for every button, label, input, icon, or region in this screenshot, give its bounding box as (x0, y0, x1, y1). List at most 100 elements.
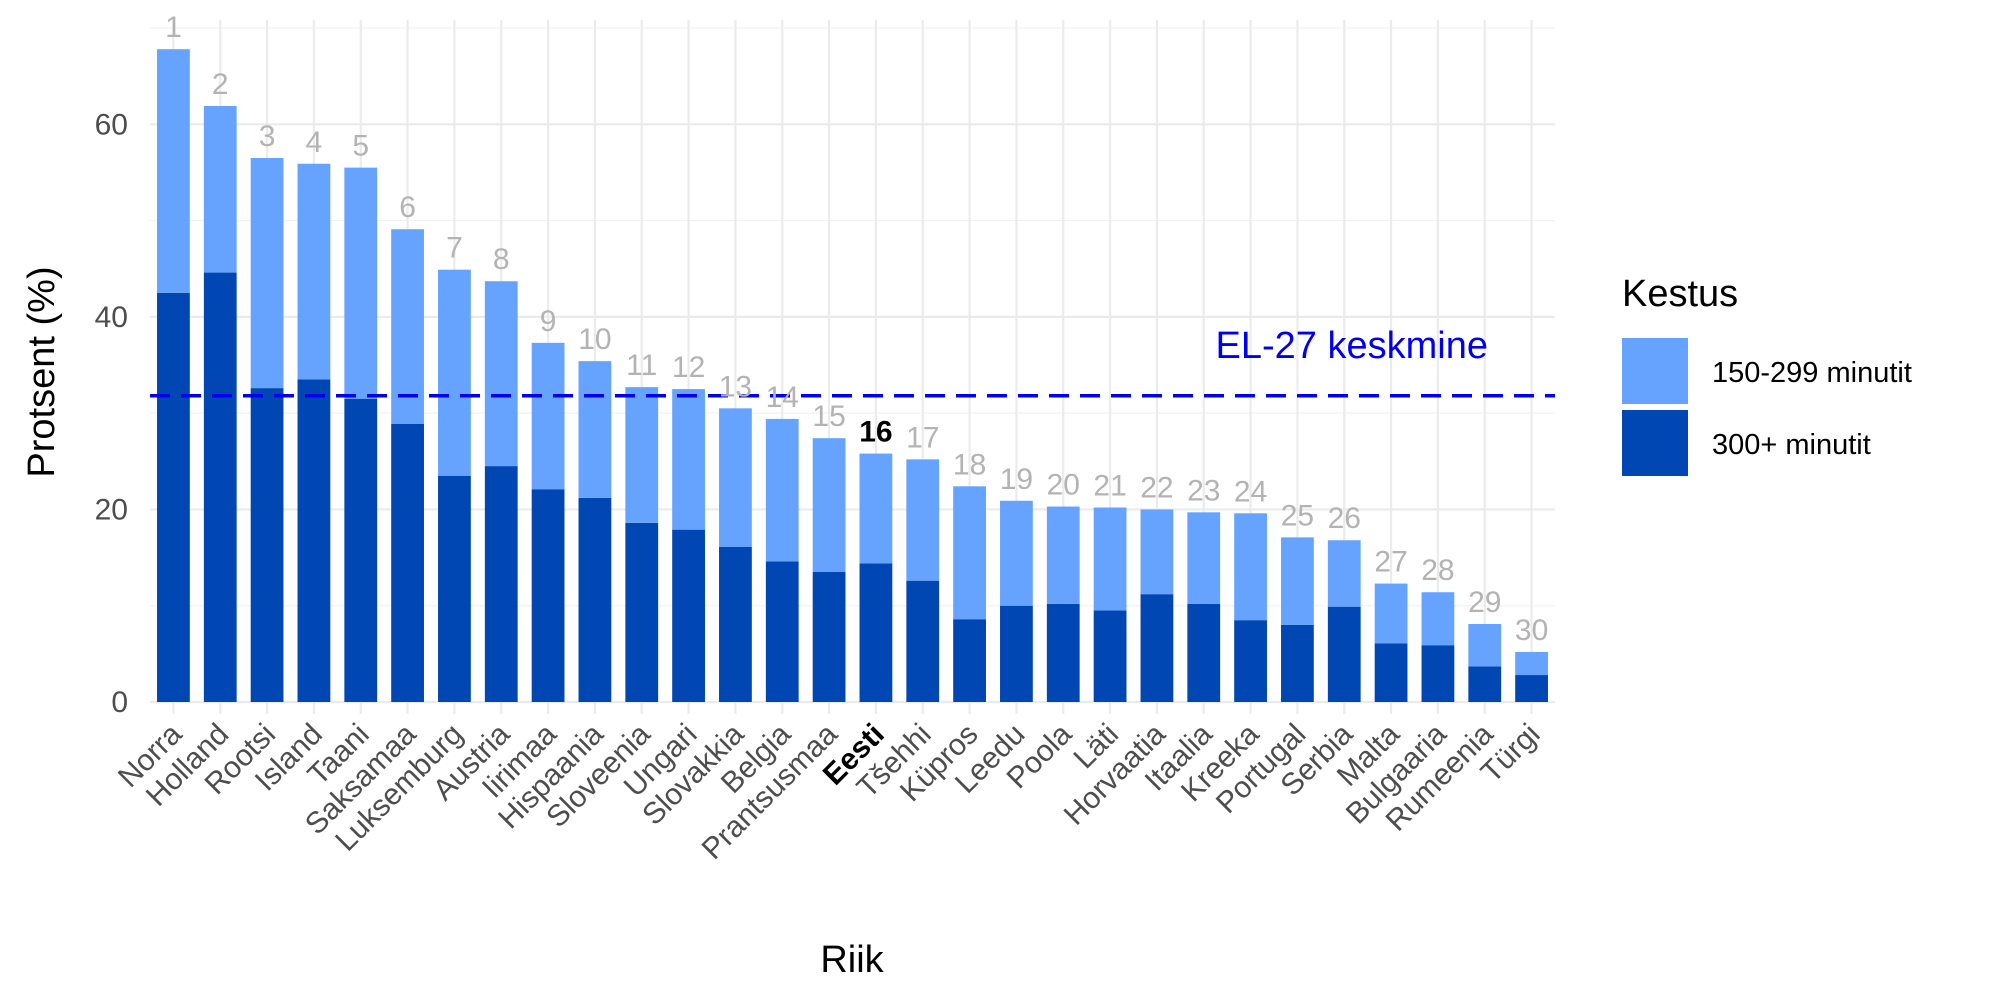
bar-segment-300-plus (906, 580, 940, 702)
bar-segment-150-299 (1374, 583, 1408, 644)
bars (157, 49, 1548, 702)
reference-line-group: EL-27 keskmine (150, 325, 1555, 398)
rank-label: 8 (493, 243, 510, 276)
rank-label: 1 (165, 11, 182, 44)
bar-segment-150-299 (1281, 537, 1314, 625)
bar-segment-150-299 (438, 269, 471, 476)
bar-segment-300-plus (1374, 643, 1408, 702)
legend-swatch (1622, 338, 1688, 404)
bar-segment-300-plus (203, 272, 237, 702)
bar-segment-150-299 (344, 167, 378, 399)
rank-label: 15 (812, 400, 845, 433)
bar-segment-150-299 (906, 459, 940, 581)
bar-segment-150-299 (1046, 506, 1080, 604)
bar-segment-150-299 (672, 389, 705, 530)
bar-segment-150-299 (203, 105, 237, 273)
legend: Kestus 150-299 minutit 300+ minutit (1622, 273, 1912, 476)
eu27-average-label: EL-27 keskmine (1216, 325, 1488, 367)
bar-segment-150-299 (250, 157, 284, 389)
bar-segment-150-299 (484, 281, 518, 467)
bar-segment-300-plus (250, 388, 284, 702)
legend-label: 300+ minutit (1712, 429, 1871, 461)
bar-segment-150-299 (1327, 540, 1361, 607)
bar-segment-300-plus (1000, 605, 1033, 702)
rank-label: 25 (1281, 499, 1314, 532)
rank-label: 27 (1374, 546, 1407, 579)
bar-segment-300-plus (1187, 603, 1221, 702)
y-tick-label: 40 (95, 301, 128, 334)
bar-segment-300-plus (1281, 624, 1314, 702)
rank-label: 4 (306, 126, 323, 159)
bar-segment-150-299 (391, 229, 424, 424)
bar-segment-150-299 (1000, 500, 1033, 606)
bar-segment-150-299 (1140, 509, 1174, 595)
bar-segment-300-plus (1140, 594, 1174, 702)
rank-label: 11 (626, 349, 657, 382)
rank-label: 7 (446, 232, 463, 265)
y-tick-label: 0 (111, 686, 128, 719)
bar-segment-150-299 (1515, 651, 1548, 676)
bar-segment-150-299 (578, 361, 612, 498)
bar-segment-150-299 (531, 342, 565, 490)
rank-label: 5 (352, 130, 369, 163)
rank-label: 23 (1187, 474, 1220, 507)
bar-segment-300-plus (578, 497, 612, 702)
bar-segment-150-299 (1093, 507, 1127, 611)
rank-label: 14 (766, 381, 799, 414)
bar-segment-300-plus (765, 561, 799, 702)
bar-segment-300-plus (625, 522, 659, 702)
legend-title: Kestus (1622, 273, 1738, 315)
bar-segment-300-plus (344, 398, 378, 702)
bar-segment-300-plus (672, 529, 705, 702)
bar-segment-300-plus (531, 489, 565, 702)
rank-label: 20 (1047, 469, 1080, 502)
rank-label: 19 (1000, 463, 1033, 496)
bar-segment-300-plus (1327, 606, 1361, 702)
y-axis-title: Protsent (%) (21, 266, 63, 477)
bar-segment-150-299 (765, 418, 799, 562)
rank-label: 16 (859, 416, 892, 449)
bar-segment-300-plus (1093, 610, 1127, 702)
rank-label: 24 (1234, 475, 1267, 508)
bar-segment-150-299 (719, 408, 752, 547)
x-axis-ticks: NorraHollandRootsiIslandTaaniSaksamaaLuk… (112, 717, 1547, 866)
rank-label: 17 (906, 421, 939, 454)
rank-label: 12 (672, 351, 705, 384)
y-tick-label: 60 (95, 108, 128, 141)
bar-segment-150-299 (859, 453, 893, 564)
legend-swatch (1622, 410, 1688, 476)
bar-segment-150-299 (1468, 624, 1502, 667)
bar-segment-300-plus (391, 423, 424, 702)
rank-label: 28 (1421, 554, 1454, 587)
rank-label: 30 (1515, 614, 1548, 647)
bar-segment-150-299 (297, 163, 331, 380)
rank-label: 2 (212, 68, 229, 101)
bar-segment-150-299 (157, 49, 190, 293)
bar-segment-300-plus (484, 466, 518, 702)
bar-segment-150-299 (625, 387, 659, 523)
bar-segment-300-plus (812, 572, 846, 702)
rank-label: 13 (719, 370, 752, 403)
rank-label: 21 (1093, 470, 1126, 503)
x-axis-title: Riik (820, 939, 884, 981)
bar-segment-300-plus (859, 563, 893, 702)
bar-segment-300-plus (953, 619, 986, 702)
bar-segment-150-299 (812, 438, 846, 573)
bar-segment-300-plus (1468, 666, 1502, 702)
rank-label: 9 (540, 305, 557, 338)
rank-label: 29 (1468, 586, 1501, 619)
y-tick-label: 20 (95, 493, 128, 526)
bar-segment-150-299 (953, 486, 986, 620)
rank-label: 3 (259, 120, 276, 153)
bar-segment-150-299 (1421, 592, 1455, 646)
bar-segment-300-plus (719, 546, 752, 702)
bar-segment-300-plus (1421, 645, 1455, 702)
bar-segment-300-plus (157, 292, 190, 702)
rank-label: 18 (953, 448, 986, 481)
bar-segment-300-plus (1234, 620, 1267, 702)
bar-segment-300-plus (1046, 603, 1080, 702)
y-axis-ticks: 0 20 40 60 (95, 108, 128, 719)
